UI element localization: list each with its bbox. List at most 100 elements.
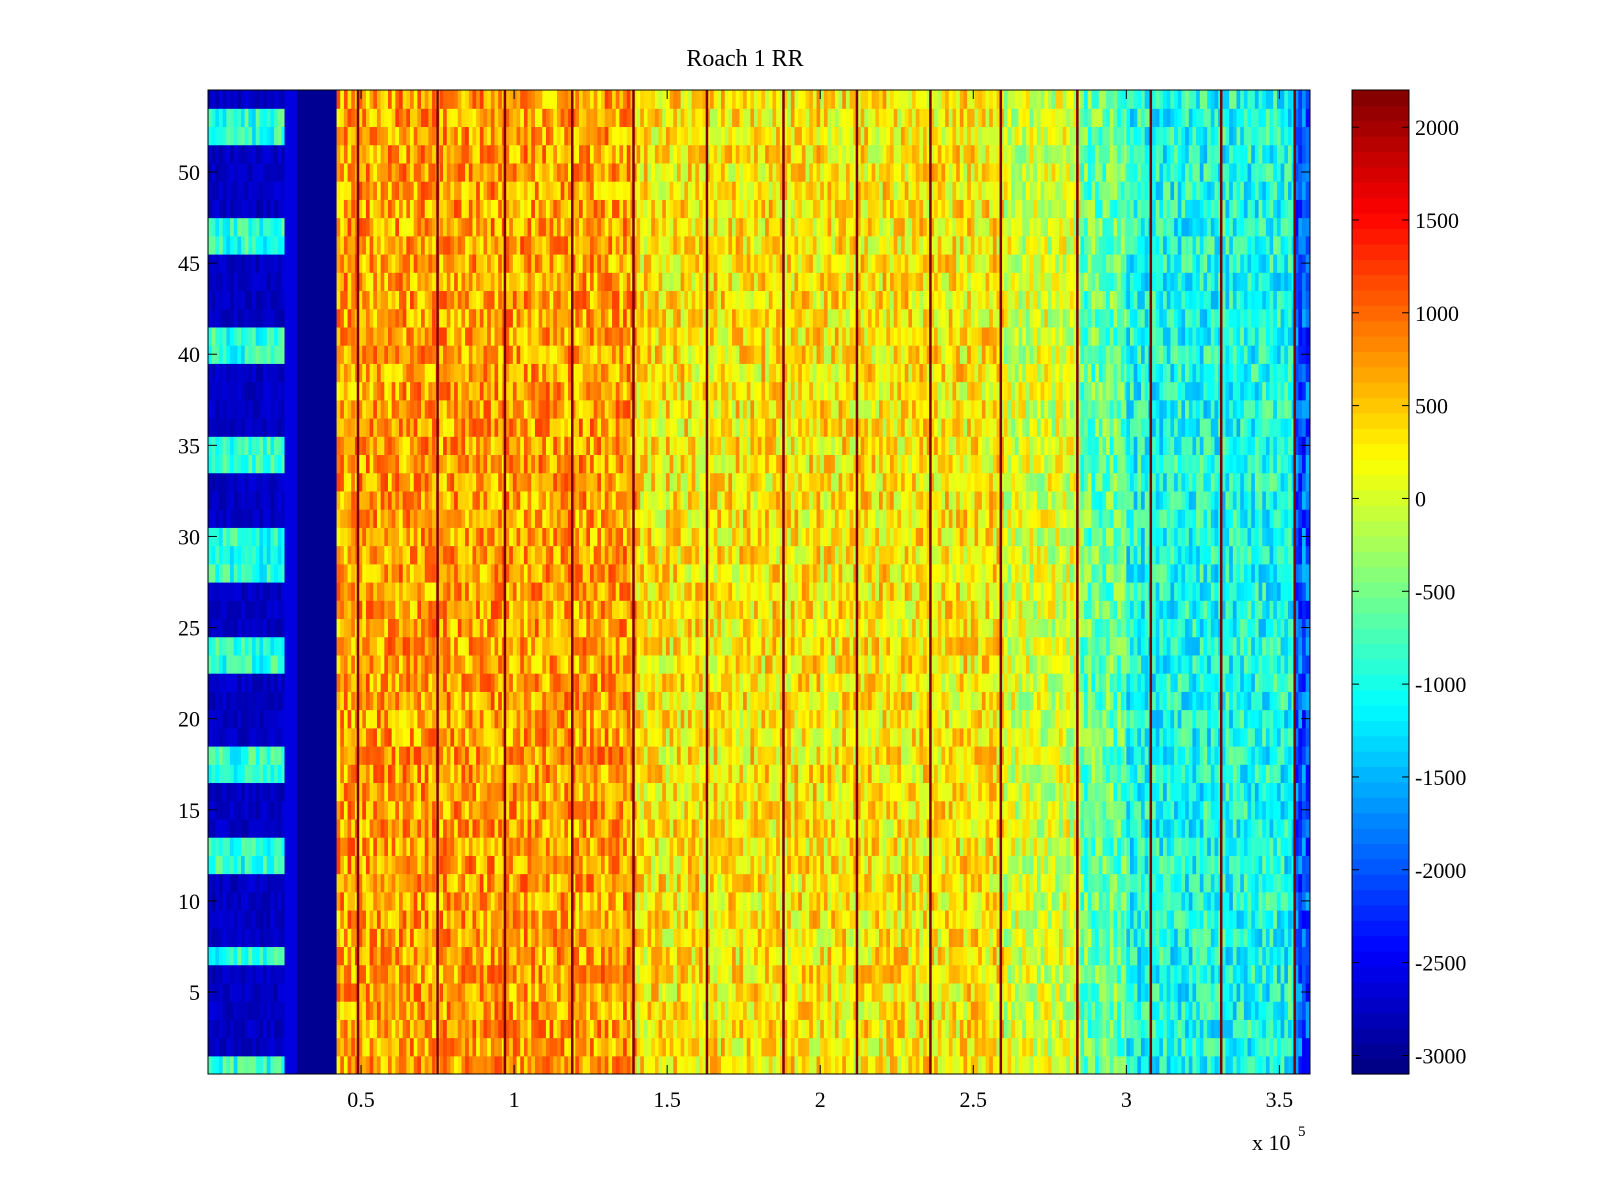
heatmap-cell: [369, 436, 374, 456]
heatmap-cell: [450, 855, 455, 875]
heatmap-cell: [494, 1037, 499, 1057]
heatmap-cell: [472, 1037, 477, 1057]
heatmap-cell: [230, 199, 235, 219]
heatmap-cell: [483, 800, 488, 820]
heatmap-cell: [531, 800, 536, 820]
heatmap-cell: [538, 1001, 543, 1020]
heatmap-cell: [512, 217, 518, 237]
heatmap-cell: [410, 345, 415, 364]
heatmap-cell: [476, 162, 481, 182]
heatmap-cell: [307, 345, 313, 364]
heatmap-cell: [336, 509, 341, 528]
heatmap-cell: [373, 126, 378, 146]
heatmap-cell: [219, 654, 224, 674]
heatmap-cell: [266, 308, 272, 328]
heatmap-cell: [428, 181, 433, 200]
heatmap-cell: [369, 818, 374, 838]
heatmap-cell: [208, 308, 213, 328]
heatmap-cell: [465, 1001, 470, 1020]
heatmap-cell: [406, 527, 411, 547]
heatmap-cell: [490, 181, 496, 200]
heatmap-cell: [483, 418, 488, 437]
heatmap-cell: [304, 308, 309, 328]
heatmap-cell: [343, 90, 349, 109]
heatmap-cell: [230, 490, 235, 510]
heatmap-cell: [472, 399, 477, 419]
heatmap-cell: [270, 509, 275, 528]
heatmap-cell: [208, 764, 213, 784]
heatmap-cell: [476, 199, 481, 219]
heatmap-cell: [266, 964, 272, 984]
heatmap-cell: [520, 818, 525, 838]
heatmap-cell: [343, 1037, 349, 1057]
heatmap-cell: [520, 235, 525, 255]
heatmap-cell: [531, 1019, 536, 1039]
heatmap-cell: [424, 873, 429, 893]
heatmap-cell: [512, 108, 518, 128]
heatmap-cell: [483, 162, 488, 182]
heatmap-cell: [230, 800, 235, 820]
heatmap-cell: [358, 181, 363, 200]
heatmap-cell: [443, 691, 448, 711]
heatmap-cell: [237, 600, 242, 620]
heatmap-cell: [241, 982, 246, 1002]
heatmap-cell: [230, 600, 235, 620]
heatmap-cell: [233, 746, 238, 765]
heatmap-cell: [461, 108, 466, 128]
heatmap-cell: [391, 490, 396, 510]
heatmap-cell: [340, 345, 345, 364]
heatmap-cell: [233, 600, 238, 620]
heatmap-cell: [252, 818, 257, 838]
heatmap-cell: [380, 254, 385, 273]
heatmap-cell: [402, 873, 407, 893]
heatmap-cell: [450, 235, 455, 255]
heatmap-cell: [534, 235, 540, 255]
heatmap-cell: [376, 928, 382, 948]
heatmap-cell: [263, 1037, 268, 1057]
heatmap-cell: [226, 527, 231, 547]
heatmap-cell: [230, 454, 235, 474]
heatmap-cell: [538, 782, 543, 802]
heatmap-cell: [413, 691, 418, 711]
heatmap-cell: [351, 855, 356, 875]
heatmap-cell: [343, 891, 349, 911]
heatmap-cell: [468, 1001, 474, 1020]
heatmap-cell: [304, 563, 309, 583]
heatmap-cell: [340, 764, 345, 784]
heatmap-cell: [211, 108, 216, 128]
heatmap-cell: [329, 563, 335, 583]
heatmap-cell: [443, 582, 448, 601]
heatmap-cell: [516, 782, 521, 802]
heatmap-cell: [255, 1019, 261, 1039]
heatmap-cell: [413, 1001, 418, 1020]
heatmap-cell: [450, 709, 455, 729]
heatmap-cell: [244, 126, 249, 146]
heatmap-cell: [230, 162, 235, 182]
heatmap-cell: [512, 199, 518, 219]
heatmap-cell: [274, 837, 279, 856]
heatmap-cell: [281, 472, 286, 492]
heatmap-cell: [387, 144, 393, 164]
heatmap-cell: [516, 563, 521, 583]
heatmap-cell: [490, 563, 496, 583]
heatmap-cell: [270, 254, 275, 273]
heatmap-cell: [315, 873, 320, 893]
heatmap-cell: [281, 290, 286, 310]
heatmap-cell: [284, 345, 289, 364]
heatmap-cell: [281, 108, 286, 128]
heatmap-cell: [395, 1055, 400, 1074]
heatmap-cell: [516, 509, 521, 528]
heatmap-cell: [347, 800, 352, 820]
heatmap-cell: [479, 418, 485, 437]
heatmap-cell: [369, 399, 374, 419]
heatmap-cell: [219, 800, 224, 820]
heatmap-cell: [336, 709, 341, 729]
heatmap-cell: [336, 418, 341, 437]
heatmap-cell: [413, 746, 418, 765]
heatmap-cell: [380, 873, 385, 893]
heatmap-cell: [347, 873, 352, 893]
heatmap-cell: [432, 982, 437, 1002]
heatmap-cell: [428, 636, 433, 656]
heatmap-cell: [454, 436, 459, 456]
heatmap-cell: [509, 545, 514, 565]
